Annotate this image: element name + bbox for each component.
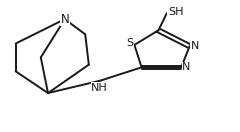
- Text: SH: SH: [168, 7, 184, 17]
- Text: NH: NH: [91, 83, 108, 93]
- Text: S: S: [126, 38, 133, 48]
- Text: N: N: [182, 62, 191, 72]
- Text: N: N: [60, 13, 69, 26]
- Text: N: N: [191, 41, 199, 51]
